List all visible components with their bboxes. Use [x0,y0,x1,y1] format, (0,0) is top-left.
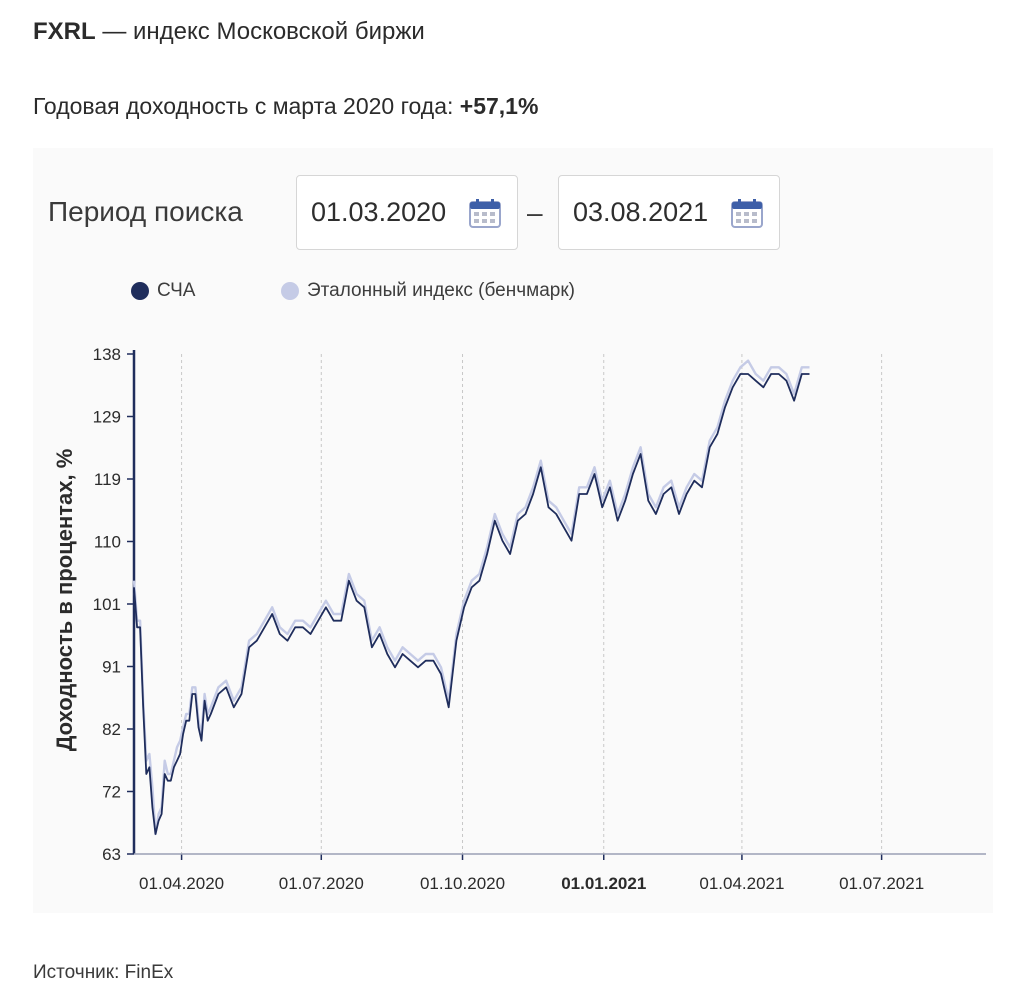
date-from-value: 01.03.2020 [311,197,447,227]
yield-value: +57,1% [459,93,539,119]
legend-item-nav[interactable]: СЧА [131,280,195,302]
yield-label: Годовая доходность с марта 2020 года: [33,93,460,119]
source-note: Источник: FinEx [33,962,174,983]
date-to-field[interactable]: 03.08.2021 [558,175,780,250]
period-separator: – [527,197,543,228]
legend-label-benchmark: Эталонный индекс (бенчмарк) [307,280,575,301]
chart-card [33,148,993,913]
ticker: FXRL [33,18,96,45]
calendar-icon[interactable] [469,198,501,228]
legend-dot-nav [131,282,149,300]
legend-dot-benchmark [281,282,299,300]
legend-item-benchmark[interactable]: Эталонный индекс (бенчмарк) [281,280,575,302]
title-rest: — индекс Московской биржи [95,18,425,45]
page-title: FXRL — индекс Московской биржи [33,18,425,46]
annual-yield: Годовая доходность с марта 2020 года: +5… [33,93,538,120]
calendar-icon[interactable] [731,198,763,228]
period-label: Период поиска [48,196,243,227]
date-to-value: 03.08.2021 [573,197,709,227]
legend-label-nav: СЧА [157,280,196,301]
date-from-field[interactable]: 01.03.2020 [296,175,518,250]
